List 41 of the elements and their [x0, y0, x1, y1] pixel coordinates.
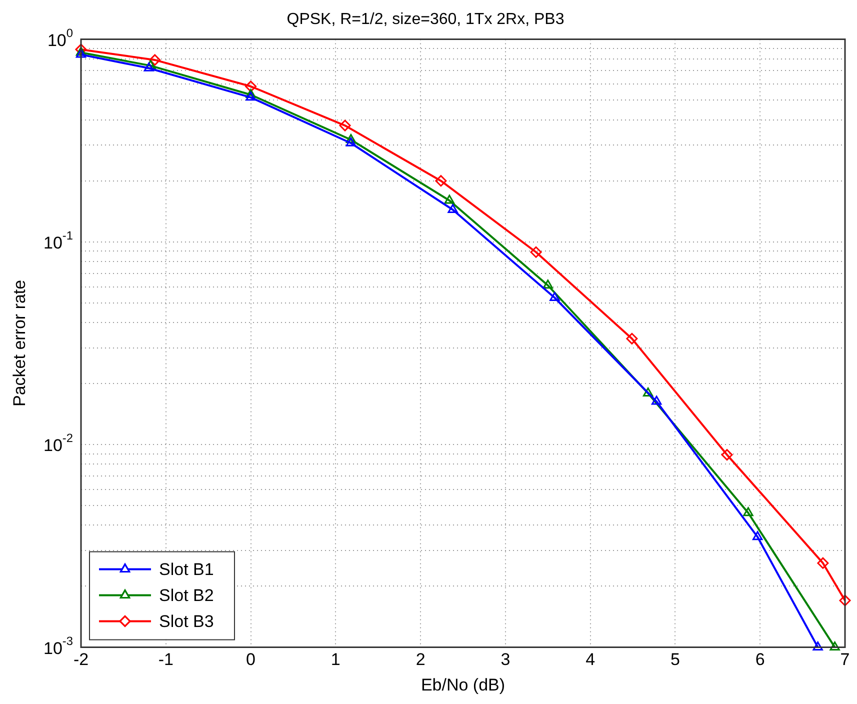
x-tick-label: 2: [416, 650, 426, 670]
point: [830, 641, 840, 650]
point: [346, 134, 356, 144]
point: [530, 246, 542, 258]
chart-title: QPSK, R=1/2, size=360, 1Tx 2Rx, PB3: [286, 11, 564, 28]
point: [444, 194, 454, 204]
point: [550, 292, 560, 301]
x-tick-label: 3: [500, 650, 510, 670]
point: [752, 531, 763, 540]
x-axis-title: Eb/No (dB): [420, 675, 506, 694]
point: [448, 204, 458, 214]
x-tick-label: 6: [755, 650, 765, 670]
point: [144, 62, 154, 72]
point: [246, 89, 256, 98]
x-tick-label: -2: [73, 650, 89, 670]
point: [149, 54, 161, 66]
legend-label: Slot B2: [159, 586, 214, 605]
point: [743, 507, 754, 516]
point: [346, 137, 356, 146]
point: [839, 594, 851, 606]
point: [721, 449, 733, 461]
point: [76, 48, 86, 58]
legend-label: Slot B1: [159, 560, 214, 579]
x-tick-label: 0: [246, 650, 256, 670]
point: [339, 120, 351, 132]
x-tick-label: 4: [586, 650, 596, 670]
x-tick-label: -1: [158, 650, 174, 670]
point: [817, 557, 829, 569]
point: [651, 396, 662, 405]
x-tick-label: 7: [840, 650, 850, 670]
point: [245, 80, 257, 92]
legend-label: Slot B3: [159, 612, 214, 631]
point: [642, 388, 654, 397]
point: [542, 280, 553, 289]
y-axis-title: Packet error rate: [10, 280, 29, 407]
point: [435, 175, 447, 187]
x-tick-label: 1: [330, 650, 340, 670]
point: [626, 332, 638, 344]
point: [812, 641, 823, 650]
point: [246, 92, 256, 101]
x-tick-label: 5: [670, 650, 680, 670]
